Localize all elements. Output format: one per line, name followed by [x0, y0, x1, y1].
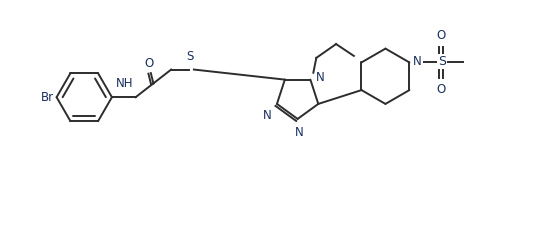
- Text: O: O: [145, 57, 154, 70]
- Text: O: O: [437, 83, 446, 96]
- Text: N: N: [316, 71, 325, 84]
- Text: Br: Br: [41, 91, 54, 104]
- Text: N: N: [414, 55, 422, 68]
- Text: S: S: [438, 55, 446, 68]
- Text: N: N: [263, 109, 272, 122]
- Text: NH: NH: [116, 77, 133, 90]
- Text: N: N: [295, 126, 304, 139]
- Text: S: S: [186, 50, 193, 63]
- Text: O: O: [437, 29, 446, 42]
